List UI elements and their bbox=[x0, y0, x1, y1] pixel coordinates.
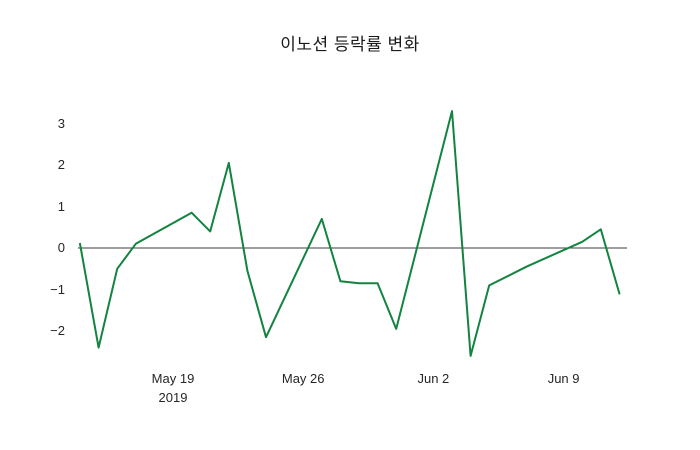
y-axis-tick-label: 2 bbox=[57, 157, 65, 172]
x-axis-tick-label: May 19 2019 bbox=[152, 369, 195, 407]
x-axis-tick-label: Jun 2 bbox=[417, 369, 449, 388]
y-axis-tick-label: 0 bbox=[57, 240, 65, 255]
x-axis-tick-label: May 26 bbox=[282, 369, 325, 388]
x-axis-tick-year: 2019 bbox=[158, 390, 188, 405]
x-axis-tick-date: Jun 2 bbox=[417, 371, 450, 386]
x-axis-tick-date: Jun 9 bbox=[547, 371, 580, 386]
y-axis-tick-label: 1 bbox=[57, 198, 65, 214]
y-axis-tick-label: −1 bbox=[50, 281, 65, 297]
y-axis-tick-label: 3 bbox=[57, 115, 65, 131]
y-axis-tick-label: −2 bbox=[50, 323, 65, 338]
price-change-line-series bbox=[79, 110, 621, 357]
x-axis-tick-label: Jun 9 bbox=[548, 369, 580, 388]
chart-title: 이노션 등락률 변화 bbox=[280, 35, 420, 54]
x-axis-tick-date: May 26 bbox=[281, 371, 325, 386]
x-axis-tick-date: May 19 bbox=[151, 371, 195, 386]
